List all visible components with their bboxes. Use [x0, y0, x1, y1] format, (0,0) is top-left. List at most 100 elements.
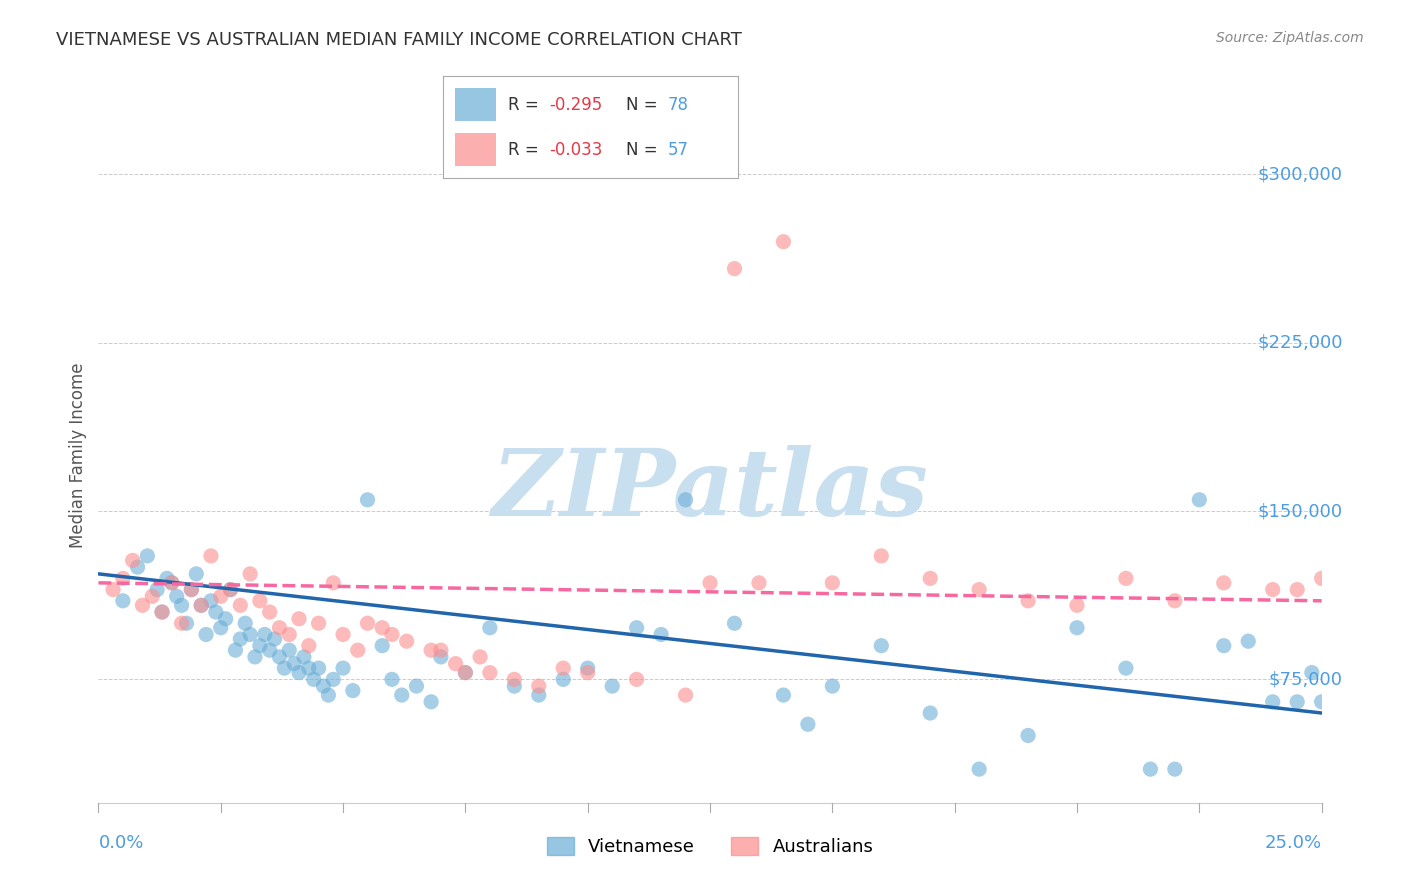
Text: VIETNAMESE VS AUSTRALIAN MEDIAN FAMILY INCOME CORRELATION CHART: VIETNAMESE VS AUSTRALIAN MEDIAN FAMILY I… [56, 31, 742, 49]
Point [170, 616, 193, 631]
Point [699, 575, 721, 590]
Point [1188, 492, 1211, 507]
Point [263, 632, 285, 646]
Text: $300,000: $300,000 [1258, 165, 1343, 184]
Point [920, 571, 942, 585]
Point [371, 621, 394, 635]
Point [1286, 582, 1309, 597]
Point [131, 599, 153, 613]
Point [209, 590, 232, 604]
Point [675, 688, 697, 702]
Point [1164, 762, 1187, 776]
Point [156, 571, 179, 585]
Point [190, 599, 212, 613]
Text: ZIPatlas: ZIPatlas [492, 445, 928, 534]
Text: -0.295: -0.295 [550, 95, 602, 113]
Point [121, 553, 143, 567]
Point [249, 594, 271, 608]
Point [346, 643, 368, 657]
Text: 78: 78 [668, 95, 689, 113]
Point [395, 634, 418, 648]
Point [381, 627, 404, 641]
Point [322, 575, 344, 590]
Point [430, 643, 453, 657]
Text: Source: ZipAtlas.com: Source: ZipAtlas.com [1216, 31, 1364, 45]
Point [478, 665, 501, 680]
Point [870, 639, 893, 653]
Point [356, 492, 378, 507]
Point [391, 688, 413, 702]
Point [273, 661, 295, 675]
Point [186, 566, 208, 581]
Point [772, 235, 794, 249]
Point [967, 582, 990, 597]
Point [146, 582, 169, 597]
Point [200, 549, 222, 563]
Point [405, 679, 427, 693]
Point [111, 571, 134, 585]
Text: 0.0%: 0.0% [98, 834, 143, 852]
Bar [454, 88, 496, 121]
Point [454, 665, 477, 680]
Point [1286, 695, 1309, 709]
Point [772, 688, 794, 702]
Point [195, 627, 218, 641]
Point [1017, 594, 1039, 608]
Point [1066, 621, 1088, 635]
Point [233, 616, 256, 631]
Point [312, 679, 335, 693]
Point [302, 673, 325, 687]
Point [356, 616, 378, 631]
Text: -0.033: -0.033 [550, 141, 603, 159]
Point [322, 673, 344, 687]
Point [371, 639, 394, 653]
Point [127, 560, 149, 574]
Point [229, 599, 252, 613]
Point [253, 627, 276, 641]
Point [821, 679, 844, 693]
Text: R =: R = [508, 141, 544, 159]
Point [920, 706, 942, 720]
Legend: Vietnamese, Australians: Vietnamese, Australians [540, 830, 880, 863]
Point [723, 616, 745, 631]
Point [454, 665, 477, 680]
Point [1261, 582, 1284, 597]
Point [1115, 571, 1137, 585]
Point [503, 673, 526, 687]
Point [160, 575, 183, 590]
Point [259, 643, 281, 657]
Point [318, 688, 340, 702]
Point [430, 649, 453, 664]
Point [1017, 729, 1039, 743]
Point [1212, 575, 1234, 590]
Point [269, 649, 291, 664]
Point [748, 575, 770, 590]
Point [1237, 634, 1260, 648]
Text: N =: N = [626, 141, 662, 159]
Point [190, 599, 212, 613]
Point [420, 695, 443, 709]
Y-axis label: Median Family Income: Median Family Income [69, 362, 87, 548]
Point [150, 605, 173, 619]
Point [553, 661, 575, 675]
Point [239, 627, 262, 641]
Point [576, 661, 599, 675]
Point [1261, 695, 1284, 709]
Point [259, 605, 281, 619]
Point [444, 657, 467, 671]
Point [224, 643, 246, 657]
Text: R =: R = [508, 95, 544, 113]
Point [141, 590, 163, 604]
Point [1115, 661, 1137, 675]
Point [1310, 571, 1333, 585]
Text: 25.0%: 25.0% [1264, 834, 1322, 852]
Point [503, 679, 526, 693]
Point [136, 549, 159, 563]
Point [243, 649, 266, 664]
Point [278, 627, 301, 641]
Point [176, 616, 198, 631]
Point [209, 621, 232, 635]
Point [180, 582, 202, 597]
Point [229, 632, 252, 646]
Point [1164, 594, 1187, 608]
